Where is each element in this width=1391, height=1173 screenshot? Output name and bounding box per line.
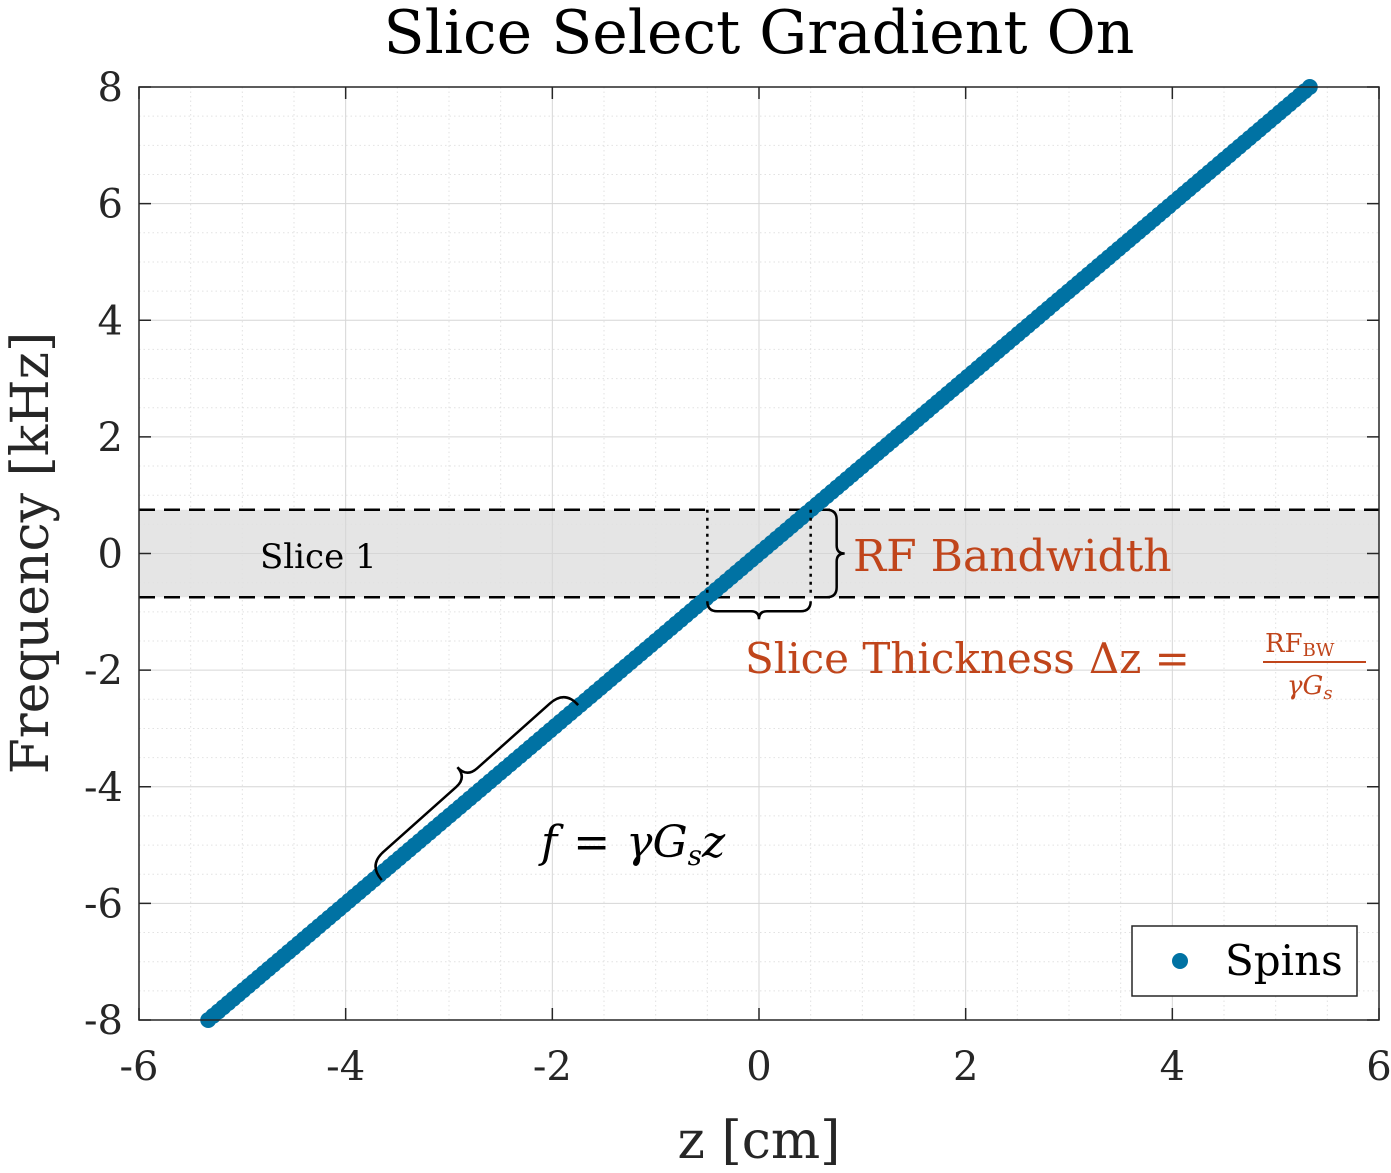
legend-box [1131,925,1358,997]
y-tick-label: 0 [98,532,123,578]
x-tick-labels: -6 -4 -2 0 2 4 6 [120,1044,1391,1090]
y-axis-label: Frequency [kHz] [1,332,61,775]
y-tick-label: 4 [98,298,123,344]
y-tick-label: -4 [84,765,123,811]
chart-title: Slice Select Gradient On [384,0,1135,68]
legend-label-spins: Spins [1225,936,1343,985]
x-tick-label: 2 [953,1044,978,1090]
y-tick-label: -8 [84,998,123,1044]
legend-marker-spins [1172,953,1188,969]
x-tick-label: -4 [326,1044,365,1090]
x-tick-label: 0 [746,1044,771,1090]
x-tick-label: 4 [1160,1044,1185,1090]
fraction-numerator: RFBW [1265,629,1335,661]
y-tick-label: -6 [84,881,123,927]
fraction-denominator: γGs [1287,671,1333,704]
relation-label: f = γGsz [538,817,726,872]
legend: Spins [1131,925,1358,997]
y-tick-label: 6 [98,182,123,228]
slice-thickness-brace [706,601,812,620]
x-axis-label: z [cm] [678,1111,841,1171]
slice-label: Slice 1 [260,537,377,577]
tick-marks [138,86,1380,1021]
x-tick-label: -6 [120,1044,159,1090]
x-tick-label: 6 [1366,1044,1391,1090]
y-tick-label: 2 [98,415,123,461]
relation-brace [374,695,580,881]
slice-thickness-label: Slice Thickness Δz = [745,634,1190,683]
y-tick-label: 8 [98,65,123,111]
series-spins [200,79,1318,1028]
y-tick-label: -2 [84,648,123,694]
x-tick-label: -2 [533,1044,572,1090]
y-tick-labels: -8 -6 -4 -2 0 2 4 6 8 [84,65,123,1044]
rf-bandwidth-label: RF Bandwidth [853,531,1172,582]
